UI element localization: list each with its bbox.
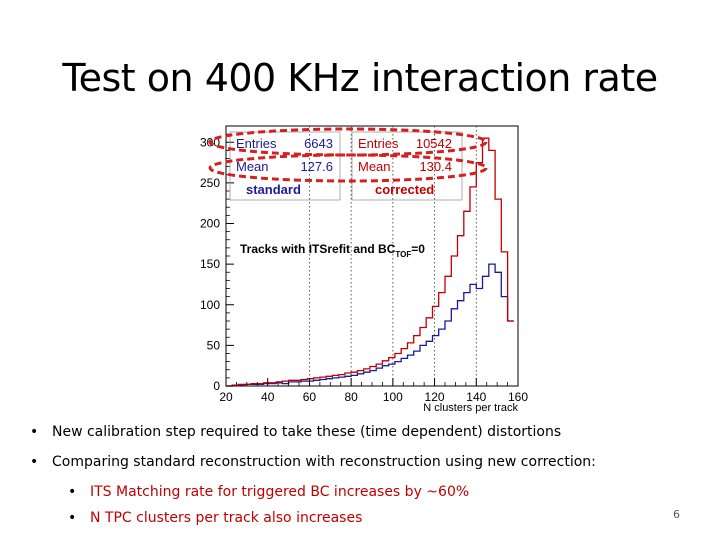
x-tick-label: 60	[303, 390, 317, 404]
bullet-text: New calibration step required to take th…	[52, 424, 562, 440]
stats-mean-value: 130.4	[419, 159, 452, 174]
series-label-standard: standard	[246, 182, 301, 197]
y-tick-label: 150	[200, 257, 220, 271]
x-axis-label: N clusters per track	[423, 402, 518, 414]
histogram-line-corrected	[226, 137, 514, 387]
chart-annotation-sub: TOF	[395, 250, 411, 259]
stats-entries-label: Entries	[236, 136, 277, 151]
x-tick-label: 140	[466, 390, 486, 404]
y-tick-label: 50	[207, 338, 221, 352]
highlight-ellipse-mean	[208, 153, 488, 183]
chart-annotation: Tracks with ITSrefit and BCTOF=0	[240, 242, 425, 259]
sub-bullet-item: • N TPC clusters per track also increases	[68, 510, 362, 526]
x-tick-label: 100	[383, 390, 403, 404]
y-tick-label: 100	[200, 298, 220, 312]
x-tick-label: 20	[219, 390, 233, 404]
stats-entries-value: 6643	[304, 136, 333, 151]
sub-bullet-item: • ITS Matching rate for triggered BC incr…	[68, 484, 469, 500]
highlight-ellipse-entries	[208, 127, 488, 157]
histogram-series	[226, 137, 514, 387]
stats-mean-label: Mean	[236, 159, 269, 174]
stats-entries-value: 10542	[416, 136, 452, 151]
x-tick-label: 120	[425, 390, 445, 404]
stats-box-corrected: Entries 10542 Mean 130.4 corrected	[358, 136, 452, 197]
stats-mean-value: 127.6	[300, 159, 333, 174]
chart-annotation-tail: =0	[411, 242, 425, 256]
x-tick-label: 80	[344, 390, 358, 404]
bullet-marker: •	[68, 484, 77, 500]
stats-mean-label: Mean	[358, 159, 391, 174]
stats-box-corrected-frame	[351, 131, 463, 201]
chart-annotation-main: Tracks with ITSrefit and BC	[240, 242, 396, 256]
y-tick-label: 200	[200, 217, 220, 231]
y-tick-label: 250	[200, 176, 220, 190]
bullet-marker: •	[30, 454, 39, 470]
bullet-marker: •	[68, 510, 77, 526]
series-label-corrected: corrected	[375, 182, 434, 197]
bullet-item: • New calibration step required to take t…	[30, 424, 561, 440]
stats-entries-label: Entries	[358, 136, 399, 151]
sub-bullet-text: ITS Matching rate for triggered BC incre…	[90, 484, 470, 500]
slide-title: Test on 400 KHz interaction rate	[62, 56, 658, 100]
bullet-item: • Comparing standard reconstruction with …	[30, 454, 596, 470]
reference-lines	[309, 126, 477, 386]
bullet-text: Comparing standard reconstruction with r…	[52, 454, 596, 470]
sub-bullet-text: N TPC clusters per track also increases	[90, 510, 363, 526]
stats-box-standard: Entries 6643 Mean 127.6 standard	[236, 136, 333, 197]
slide-number: 6	[673, 508, 680, 521]
bullet-marker: •	[30, 424, 39, 440]
stats-box-standard-frame	[229, 131, 341, 201]
x-tick-label: 160	[508, 390, 528, 404]
y-tick-label: 0	[213, 379, 220, 393]
x-tick-label: 40	[261, 390, 275, 404]
histogram-line-standard	[226, 263, 514, 387]
